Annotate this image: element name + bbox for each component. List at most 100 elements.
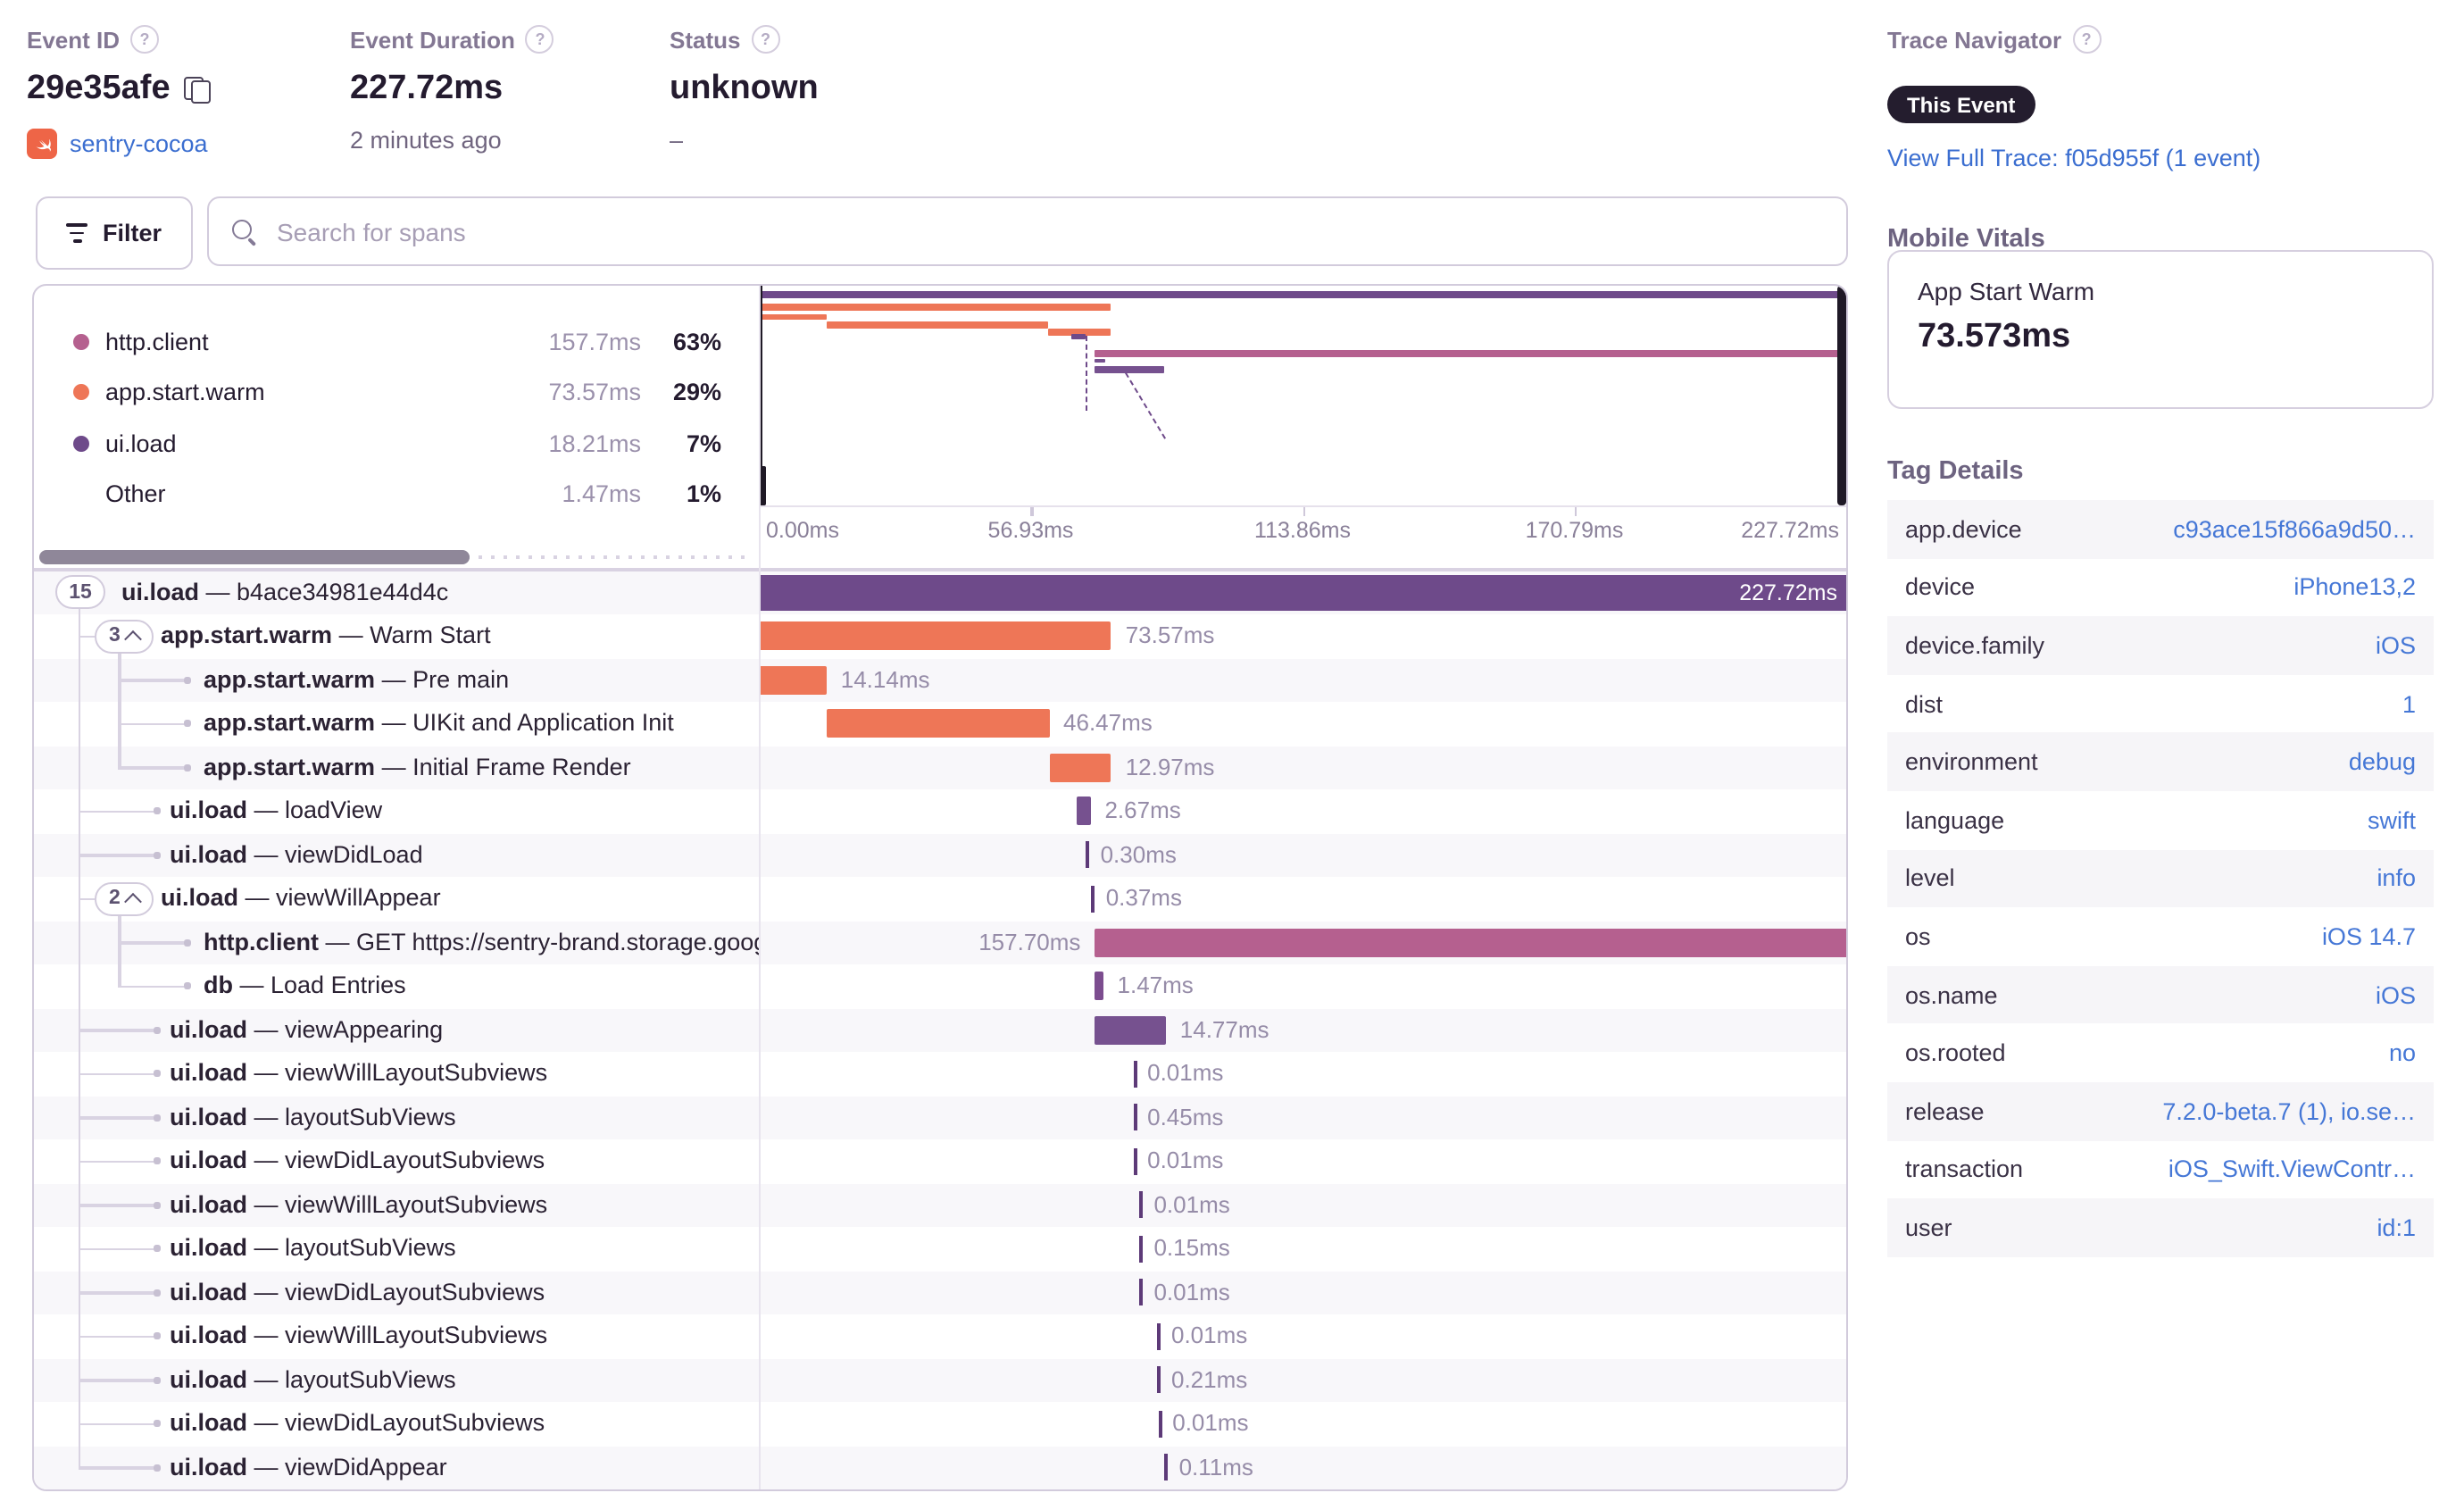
- span-row[interactable]: ui.load — viewWillLayoutSubviews 0.01ms: [34, 1183, 1846, 1227]
- span-row[interactable]: ui.load — viewDidAppear 0.11ms: [34, 1446, 1846, 1489]
- tag-value-link[interactable]: debug: [2348, 748, 2416, 776]
- tag-value-link[interactable]: iOS 14.7: [2321, 922, 2416, 950]
- span-duration-label: 2.67ms: [1104, 797, 1181, 823]
- span-row[interactable]: app.start.warm — Pre main 14.14ms: [34, 658, 1846, 702]
- axis-tick-label: 0.00ms: [766, 518, 839, 543]
- status-sub: –: [670, 127, 684, 154]
- tag-value-link[interactable]: 1: [2402, 690, 2416, 718]
- project-link[interactable]: sentry-cocoa: [70, 130, 208, 157]
- tag-value-link[interactable]: swift: [2368, 806, 2416, 834]
- legend-color-dot: [73, 435, 89, 452]
- span-duration-label: 0.01ms: [1147, 1147, 1224, 1173]
- this-event-badge[interactable]: This Event: [1887, 86, 2035, 123]
- span-row[interactable]: ui.load — loadView 2.67ms: [34, 789, 1846, 833]
- tag-key: os.name: [1905, 981, 1998, 1009]
- copy-icon[interactable]: [184, 76, 212, 104]
- span-duration-bar: [1095, 928, 1846, 957]
- span-row[interactable]: ui.load — viewWillLayoutSubviews 0.01ms: [34, 1052, 1846, 1096]
- filter-icon: [66, 223, 88, 243]
- filter-button[interactable]: Filter: [36, 196, 193, 270]
- span-row[interactable]: ui.load — viewDidLayoutSubviews 0.01ms: [34, 1402, 1846, 1446]
- axis-tick-label: 56.93ms: [987, 518, 1074, 543]
- minimap-span-bar: [759, 313, 827, 320]
- tag-row: transaction iOS_Swift.ViewContr…: [1887, 1140, 2434, 1198]
- help-icon[interactable]: ?: [130, 25, 160, 54]
- span-legend: http.client 157.7ms 63% app.start.warm 73.57…: [34, 316, 759, 520]
- tag-value-link[interactable]: c93ace15f866a9d50…: [2173, 515, 2416, 543]
- span-chart-cell: 0.01ms: [759, 1271, 1846, 1314]
- tree-connector: [118, 652, 121, 658]
- span-row[interactable]: 2 ui.load — viewWillAppear 0.37ms: [34, 877, 1846, 921]
- tag-value-link[interactable]: iOS: [2375, 981, 2416, 1009]
- span-label: ui.load — b4ace34981e44d4c: [121, 578, 449, 605]
- span-label: ui.load — viewDidLayoutSubviews: [170, 1409, 545, 1436]
- span-row[interactable]: ui.load — viewAppearing 14.77ms: [34, 1008, 1846, 1052]
- span-label: ui.load — layoutSubViews: [170, 1365, 456, 1392]
- span-label: ui.load — viewAppearing: [170, 1015, 444, 1042]
- tree-connector: [78, 608, 81, 614]
- mobile-vitals-card[interactable]: App Start Warm 73.573ms: [1887, 250, 2434, 409]
- tree-connector: [78, 1116, 154, 1119]
- span-row[interactable]: ui.load — viewWillLayoutSubviews 0.01ms: [34, 1314, 1846, 1358]
- span-row[interactable]: ui.load — layoutSubViews 0.21ms: [34, 1358, 1846, 1402]
- span-label: ui.load — viewDidLayoutSubviews: [170, 1147, 545, 1173]
- span-row[interactable]: app.start.warm — Initial Frame Render 12.…: [34, 746, 1846, 789]
- minimap-right-handle[interactable]: [1837, 286, 1846, 505]
- tag-value-link[interactable]: iOS: [2375, 631, 2416, 659]
- span-duration-tick: [1139, 1235, 1144, 1263]
- tag-value-link[interactable]: iPhone13,2: [2293, 573, 2416, 601]
- span-group-toggle[interactable]: 15: [54, 575, 106, 609]
- span-label: http.client — GET https://sentry-brand.s…: [204, 928, 759, 955]
- minimap-left-handle[interactable]: [759, 286, 762, 505]
- span-row[interactable]: http.client — GET https://sentry-brand.s…: [34, 921, 1846, 964]
- view-full-trace-link[interactable]: View Full Trace: f05d955f (1 event): [1887, 145, 2261, 171]
- span-row[interactable]: ui.load — layoutSubViews 0.45ms: [34, 1096, 1846, 1139]
- legend-duration: 157.7ms: [548, 328, 641, 355]
- legend-percent: 29%: [672, 379, 721, 406]
- tag-value-link[interactable]: iOS_Swift.ViewContr…: [2168, 1155, 2416, 1183]
- span-duration-label: 157.70ms: [978, 928, 1081, 955]
- tag-value-link[interactable]: id:1: [2377, 1214, 2416, 1241]
- span-row[interactable]: 3 app.start.warm — Warm Start 73.57ms: [34, 614, 1846, 658]
- span-row[interactable]: 15 ui.load — b4ace34981e44d4c 227.72ms: [34, 571, 1846, 614]
- span-tree-cell: app.start.warm — Pre main: [34, 658, 759, 702]
- minimap-span-bar: [1070, 334, 1086, 338]
- tag-value-link[interactable]: no: [2388, 1039, 2416, 1067]
- span-row[interactable]: ui.load — viewDidLayoutSubviews 0.01ms: [34, 1139, 1846, 1183]
- span-row[interactable]: ui.load — layoutSubViews 0.15ms: [34, 1227, 1846, 1271]
- tree-node-dot: [184, 982, 191, 989]
- span-chart-cell: 0.45ms: [759, 1096, 1846, 1139]
- tree-node-dot: [154, 1245, 161, 1252]
- span-duration-tick: [1139, 1191, 1144, 1219]
- legend-item: ui.load 18.21ms 7%: [34, 418, 759, 469]
- minimap-span-bar: [1094, 359, 1105, 363]
- tree-connector: [118, 941, 184, 944]
- tree-connector: [118, 914, 121, 921]
- event-duration-label: Event Duration: [350, 26, 515, 53]
- span-row[interactable]: ui.load — viewDidLoad 0.30ms: [34, 833, 1846, 877]
- scrollbar-thumb[interactable]: [39, 550, 470, 564]
- span-label: db — Load Entries: [204, 972, 406, 998]
- minimap[interactable]: 0.00ms 56.93ms 113.86ms 170.79ms 227.72ms: [759, 286, 1846, 546]
- span-tree-cell: ui.load — layoutSubViews: [34, 1096, 759, 1139]
- tag-value-link[interactable]: 7.2.0-beta.7 (1), io.se…: [2162, 1097, 2416, 1125]
- span-label: ui.load — loadView: [170, 797, 383, 823]
- help-icon[interactable]: ?: [525, 25, 554, 54]
- span-tree-cell: app.start.warm — Initial Frame Render: [34, 746, 759, 789]
- span-group-toggle[interactable]: 3: [95, 619, 154, 653]
- tag-key: user: [1905, 1214, 1952, 1241]
- span-duration-bar: [1049, 753, 1111, 782]
- search-input[interactable]: [273, 215, 1825, 247]
- tree-node-dot: [154, 1113, 161, 1121]
- help-icon[interactable]: ?: [2072, 25, 2102, 54]
- span-row[interactable]: db — Load Entries 1.47ms: [34, 964, 1846, 1008]
- minimap-left-handle-grip[interactable]: [759, 466, 766, 505]
- span-group-toggle[interactable]: 2: [95, 881, 154, 915]
- help-icon[interactable]: ?: [751, 25, 780, 54]
- tag-value-link[interactable]: info: [2377, 864, 2416, 892]
- span-duration-label: 0.21ms: [1171, 1365, 1248, 1392]
- legend-op-name: http.client: [105, 328, 209, 355]
- span-row[interactable]: app.start.warm — UIKit and Application I…: [34, 702, 1846, 746]
- span-chart-cell: 0.11ms: [759, 1446, 1846, 1489]
- span-row[interactable]: ui.load — viewDidLayoutSubviews 0.01ms: [34, 1271, 1846, 1314]
